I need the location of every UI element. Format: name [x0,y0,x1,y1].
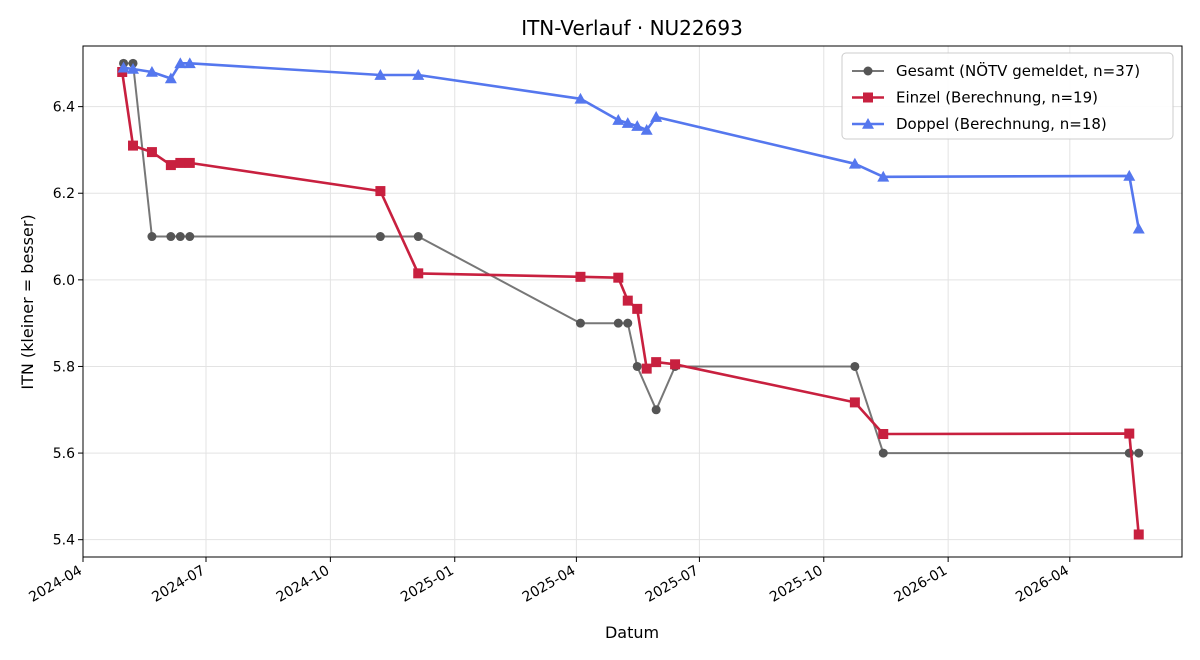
data-point [878,429,889,440]
data-point [413,268,424,279]
y-tick-label: 5.4 [53,533,75,549]
data-point [165,160,176,171]
data-point [1123,169,1136,181]
data-point [128,140,139,151]
data-point [127,62,140,74]
x-axis-title: Datum [605,623,659,642]
data-point [175,232,185,242]
data-point [651,357,662,368]
data-point [184,157,195,168]
data-point [613,318,623,328]
series-line [123,61,1140,229]
series-square [117,66,1144,540]
data-point [621,117,634,128]
data-point [412,69,425,80]
data-point [612,114,625,125]
data-point [640,124,653,135]
data-point [848,157,861,169]
legend: Gesamt (NÖTV gemeldet, n=37) Einzel (Bere… [841,52,1174,140]
data-point [1133,529,1144,540]
y-tick-label: 5.6 [53,446,75,462]
data-point [145,65,158,77]
x-tick-label: 2025-07 [643,563,702,606]
data-point [1134,448,1144,458]
data-point [575,318,585,328]
data-point [670,359,681,370]
data-point [174,57,187,69]
data-point [375,186,386,197]
plot-frame [82,45,1183,558]
data-point [166,232,176,242]
data-point [575,271,586,282]
y-tick-label: 6.2 [53,186,75,202]
data-point [183,57,196,69]
x-tick-label: 2025-01 [398,563,457,606]
data-point [878,448,888,458]
x-tick-label: 2024-07 [149,563,208,606]
x-tick-label: 2026-04 [1013,563,1072,606]
data-point [641,363,652,374]
data-point [574,92,587,104]
legend-label: Doppel (Berechnung, n=18) [896,115,1107,133]
data-point [164,72,177,84]
data-point [1132,222,1145,234]
legend-marker [863,66,873,76]
data-point [650,111,663,122]
data-point [651,405,661,415]
x-tick-label: 2025-04 [520,563,579,606]
data-point [622,295,633,306]
legend-label: Gesamt (NÖTV gemeldet, n=37) [896,61,1140,80]
data-point [849,397,860,408]
data-point [147,232,157,242]
y-tick-label: 5.8 [53,359,75,375]
y-tick-label: 6.0 [53,273,75,289]
x-tick-label: 2025-10 [767,563,826,606]
data-point [850,361,860,371]
data-point [1124,428,1135,439]
legend-box [841,52,1174,140]
series-layer [117,57,1145,540]
grid-lines [82,46,1182,557]
legend-marker [862,118,874,129]
series-triangle [117,57,1145,234]
data-point [146,147,157,158]
data-point [632,303,643,314]
data-point [185,232,195,242]
data-point [413,232,423,242]
data-point [623,318,633,328]
data-point [613,272,624,283]
data-point [175,157,186,168]
y-tick-label: 6.4 [53,100,75,116]
x-tick-label: 2024-04 [26,563,85,606]
chart-title: ITN-Verlauf · NU22693 [521,16,743,40]
x-tick-label: 2026-01 [891,563,950,606]
legend-label: Einzel (Berechnung, n=19) [896,89,1098,107]
legend-marker [863,92,873,103]
data-point [374,69,387,80]
data-point [631,120,644,131]
x-tick-label: 2024-10 [274,563,333,606]
y-axis-title: ITN (kleiner = besser) [18,214,37,389]
data-point [117,61,130,73]
data-point [877,170,890,182]
data-point [375,232,385,242]
data-point [632,361,642,371]
